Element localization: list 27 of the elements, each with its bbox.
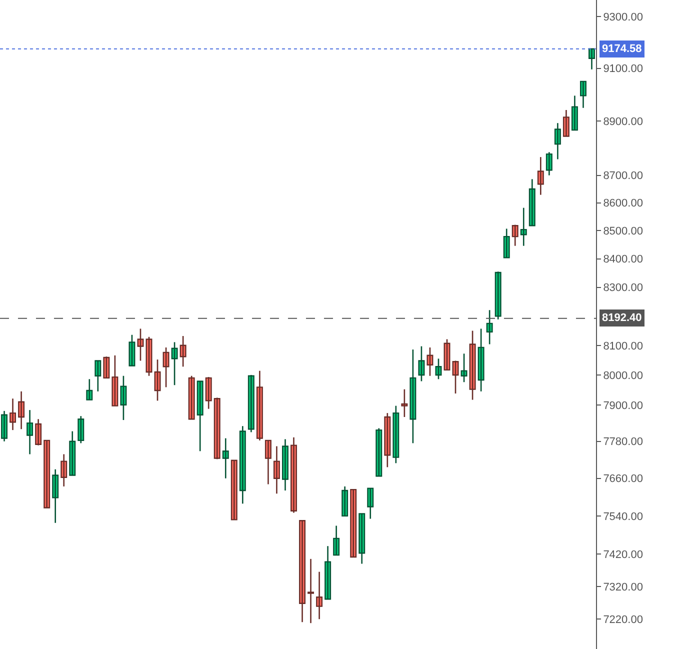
y-tick-label: 7320.00 xyxy=(603,581,643,594)
y-tick-label: 8900.00 xyxy=(603,116,643,128)
y-tick-label: 8400.00 xyxy=(603,254,643,266)
ref-line-label: 9174.58 xyxy=(602,43,642,55)
y-tick-label: 7780.00 xyxy=(603,436,643,448)
candlestick xyxy=(401,388,408,418)
candlestick xyxy=(103,356,110,379)
ref-line-label: 8192.40 xyxy=(602,312,642,324)
y-tick-label: 8500.00 xyxy=(603,226,643,238)
y-tick-label: 8100.00 xyxy=(603,340,643,352)
y-tick-label: 9100.00 xyxy=(603,63,643,76)
y-tick-label: 8600.00 xyxy=(603,198,643,210)
candlestick xyxy=(460,352,468,383)
candlestick xyxy=(171,342,178,386)
candlestick xyxy=(308,558,314,624)
y-tick-label: 7420.00 xyxy=(603,548,643,561)
y-tick-label: 9300.00 xyxy=(603,11,643,24)
candlestick xyxy=(350,488,357,558)
y-tick-label: 8300.00 xyxy=(603,282,643,294)
y-tick-label: 7540.00 xyxy=(603,510,643,523)
y-tick-label: 8000.00 xyxy=(603,370,643,382)
y-tick-label: 7660.00 xyxy=(603,473,643,486)
y-tick-label: 8700.00 xyxy=(603,170,643,182)
y-tick-label: 7220.00 xyxy=(603,614,643,626)
candlestick xyxy=(44,440,50,508)
y-tick-label: 7900.00 xyxy=(603,400,643,412)
candlestick xyxy=(230,460,238,520)
